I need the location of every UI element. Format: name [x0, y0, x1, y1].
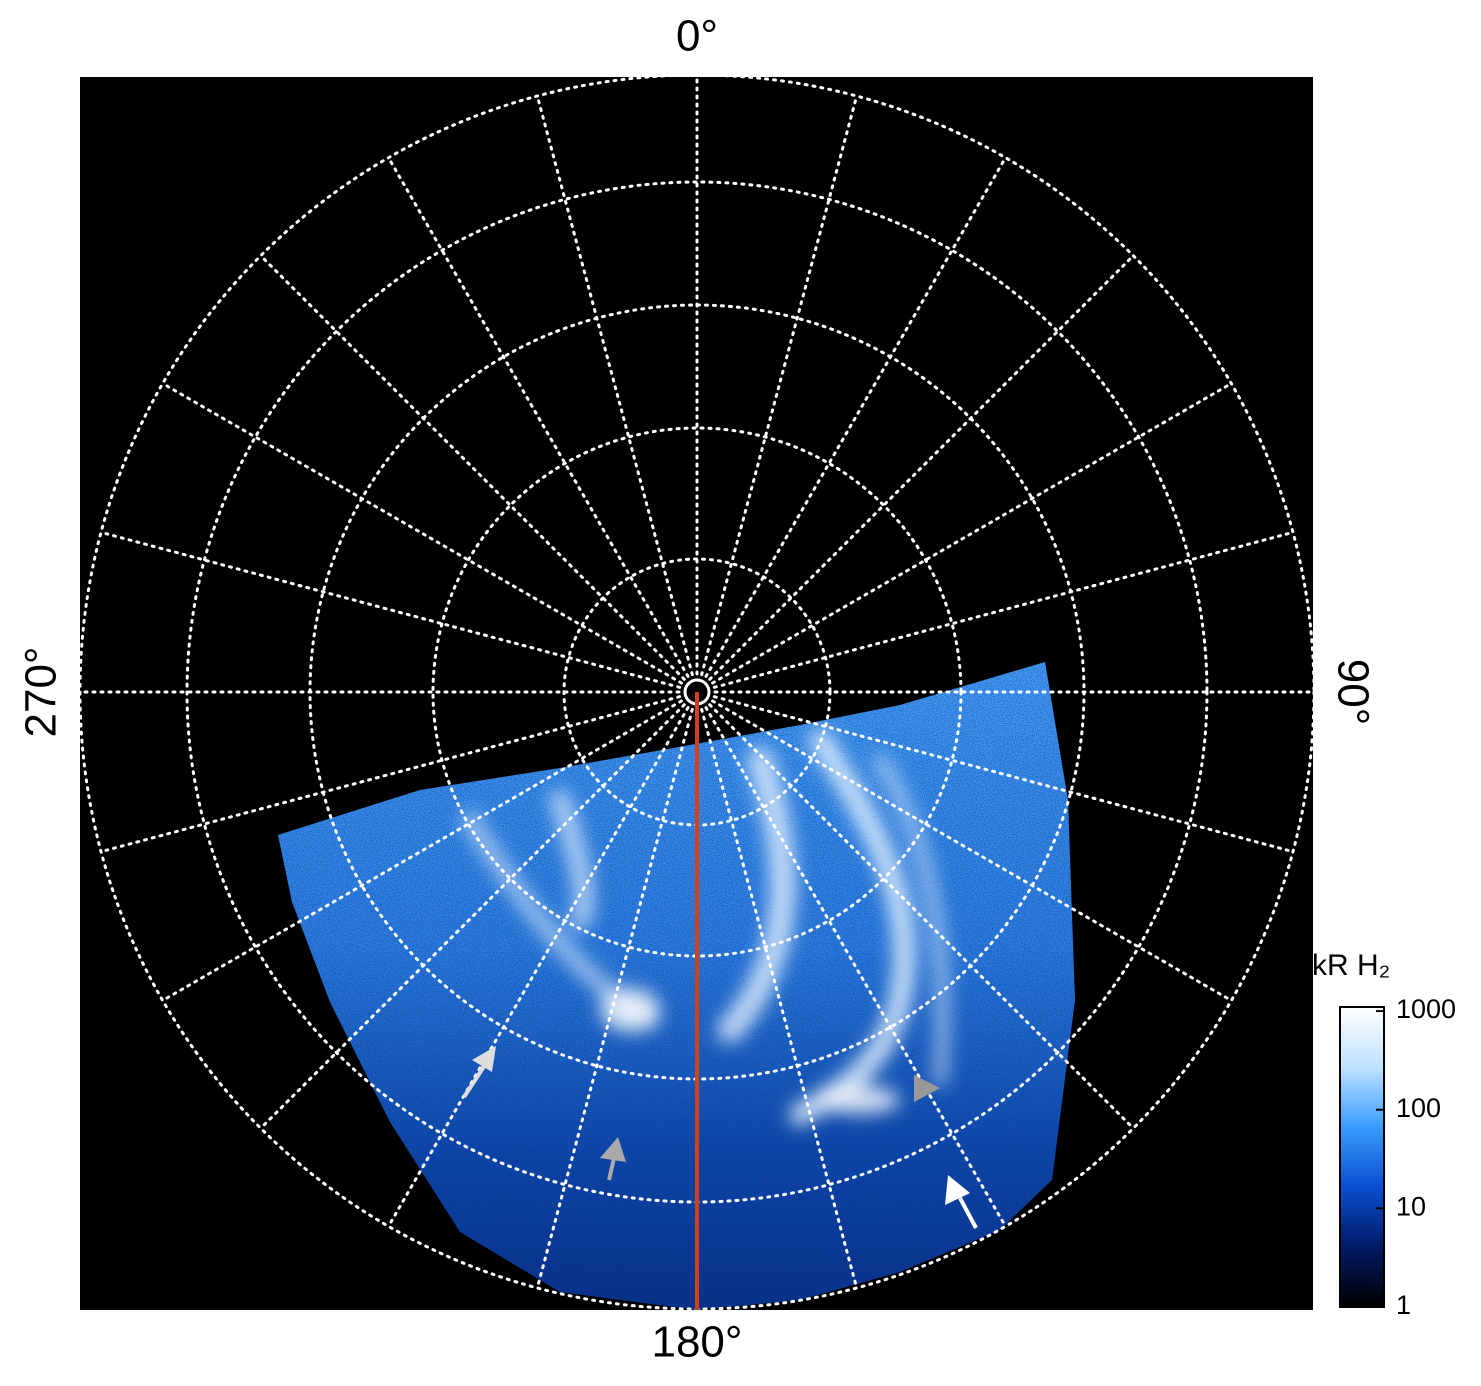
longitude-line: [708, 254, 1135, 681]
longitude-line: [259, 254, 686, 681]
arrows: [462, 1046, 978, 1229]
colorbar: [1339, 1006, 1385, 1308]
longitude-line: [535, 707, 694, 1290]
longitude-line: [387, 156, 690, 678]
longitude-line: [711, 382, 1233, 685]
longitude-line: [259, 703, 686, 1130]
longitude-line: [99, 530, 682, 689]
angle-label: 90°: [1328, 659, 1377, 726]
longitude-line: [161, 382, 683, 685]
angle-label: 270°: [17, 646, 66, 737]
longitude-line: [161, 699, 683, 1002]
colorbar-tick-label: 100: [1396, 1093, 1441, 1123]
colorbar-tick-label: 1000: [1396, 994, 1456, 1024]
angle-label: 180°: [651, 1318, 742, 1367]
longitude-line: [704, 156, 1007, 678]
longitude-line: [712, 695, 1295, 854]
longitude-line: [99, 695, 682, 854]
longitude-line: [704, 706, 1007, 1228]
longitude-line: [711, 699, 1233, 1002]
angle-label: 0°: [676, 12, 718, 61]
colorbar-title: kR H₂: [1312, 949, 1390, 982]
longitude-line: [708, 703, 1135, 1130]
longitude-line: [387, 706, 690, 1228]
longitude-line: [700, 707, 859, 1290]
longitude-line: [700, 94, 859, 677]
longitude-line: [712, 530, 1295, 689]
colorbar-tick-label: 10: [1396, 1191, 1426, 1221]
colorbar-tick-label: 1: [1396, 1290, 1411, 1320]
longitude-line: [535, 94, 694, 677]
